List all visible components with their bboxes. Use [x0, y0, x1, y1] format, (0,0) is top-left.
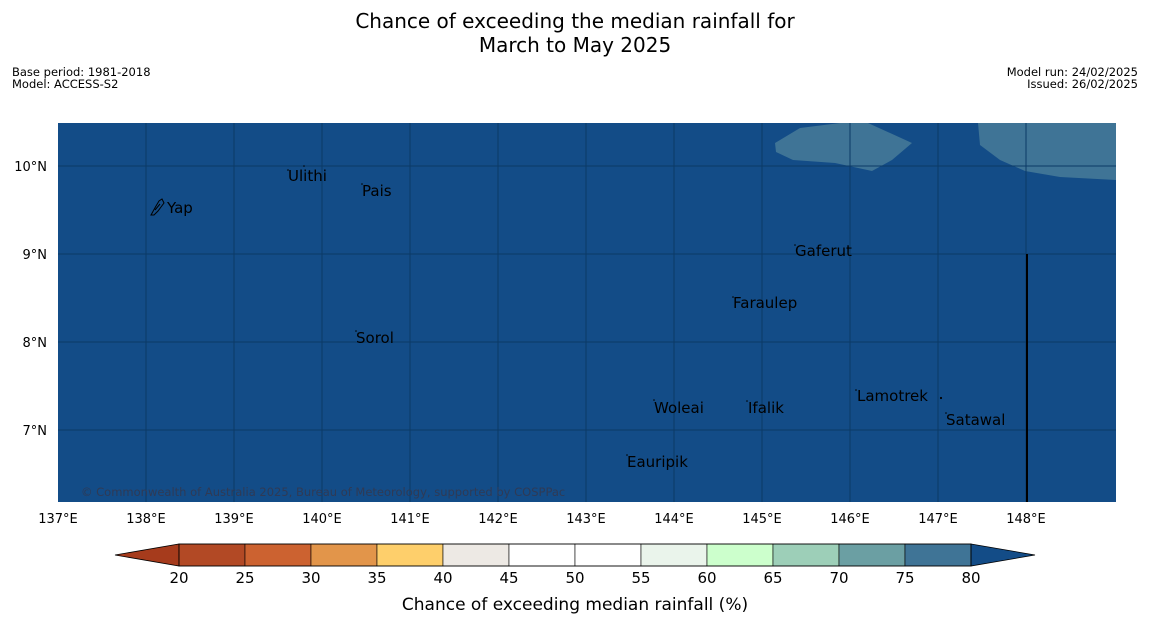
lon-tick-140: 140°E — [302, 512, 342, 527]
forecast-patch-north — [775, 123, 912, 171]
lon-tick-147: 147°E — [918, 512, 958, 527]
yap-island-shape — [150, 198, 165, 216]
place-label-faraulep: Faraulep — [733, 294, 797, 312]
model-text: Model: ACCESS-S2 — [12, 77, 119, 91]
lon-tick-146: 146°E — [830, 512, 870, 527]
issued-text: Issued: 26/02/2025 — [1027, 77, 1138, 91]
title-line-2: March to May 2025 — [478, 33, 672, 57]
map-title: Chance of exceeding the median rainfall … — [0, 9, 1150, 57]
lon-tick-144: 144°E — [654, 512, 694, 527]
title-line-1: Chance of exceeding the median rainfall … — [355, 9, 795, 33]
lat-tick-8: 8°N — [23, 336, 48, 351]
colorbar-segment — [310, 543, 378, 567]
copyright-notice: © Commonwealth of Australia 2025, Bureau… — [81, 485, 565, 499]
colorbar-high-extension — [970, 543, 1036, 567]
colorbar-tick-label: 55 — [631, 569, 650, 587]
colorbar-label: Chance of exceeding median rainfall (%) — [402, 595, 748, 615]
map-panel: Ulithi Pais Yap Gaferut Faraulep Sorol L… — [58, 123, 1116, 502]
lon-tick-145: 145°E — [742, 512, 782, 527]
colorbar-tick-label: 40 — [433, 569, 452, 587]
longitude-tick-labels: 137°E 138°E 139°E 140°E 141°E 142°E 143°… — [38, 512, 1046, 527]
colorbar-tick-label: 50 — [565, 569, 584, 587]
colorbar-segment — [574, 543, 642, 567]
island-markers — [287, 165, 947, 456]
map-background — [58, 123, 1116, 502]
colorbar-tick-label: 75 — [895, 569, 914, 587]
base-period-text: Base period: 1981-2018 — [12, 65, 151, 79]
colorbar-segment — [376, 543, 444, 567]
colorbar-tick-label: 25 — [235, 569, 254, 587]
colorbar-tick-labels: 20 25 30 35 40 45 50 55 60 65 70 75 80 — [169, 569, 980, 587]
colorbar-segments — [178, 543, 972, 567]
place-label-ifalik: Ifalik — [748, 399, 784, 417]
latitude-tick-labels: 10°N 9°N 8°N 7°N — [14, 160, 47, 439]
colorbar-segment — [706, 543, 774, 567]
colorbar-tick-label: 35 — [367, 569, 386, 587]
model-run-text: Model run: 24/02/2025 — [1006, 65, 1138, 79]
colorbar-tick-label: 80 — [961, 569, 980, 587]
place-labels: Ulithi Pais Yap Gaferut Faraulep Sorol L… — [166, 167, 1005, 471]
colorbar-tick-label: 65 — [763, 569, 782, 587]
colorbar: 20 25 30 35 40 45 50 55 60 65 70 75 80 Chance of exc… — [114, 543, 1036, 615]
place-label-pais: Pais — [362, 182, 392, 200]
place-label-eauripik: Eauripik — [627, 453, 688, 471]
place-label-yap: Yap — [166, 199, 193, 217]
lat-tick-9: 9°N — [23, 248, 48, 263]
place-label-satawal: Satawal — [946, 411, 1005, 429]
colorbar-segment — [772, 543, 840, 567]
place-label-sorol: Sorol — [356, 329, 394, 347]
colorbar-segment — [838, 543, 906, 567]
lon-tick-141: 141°E — [390, 512, 430, 527]
colorbar-segment — [178, 543, 246, 567]
meta-right: Model run: 24/02/2025 Issued: 26/02/2025 — [1007, 66, 1138, 90]
colorbar-segment — [442, 543, 510, 567]
colorbar-tick-label: 45 — [499, 569, 518, 587]
colorbar-segment — [244, 543, 312, 567]
colorbar-tick-label: 30 — [301, 569, 320, 587]
lon-tick-139: 139°E — [214, 512, 254, 527]
lon-tick-143: 143°E — [566, 512, 606, 527]
colorbar-outline — [178, 543, 972, 567]
lat-tick-10: 10°N — [14, 160, 47, 175]
place-label-ulithi: Ulithi — [288, 167, 327, 185]
lon-tick-138: 138°E — [126, 512, 166, 527]
colorbar-tick-label: 20 — [169, 569, 188, 587]
colorbar-tick-label: 60 — [697, 569, 716, 587]
colorbar-segment — [508, 543, 576, 567]
place-label-gaferut: Gaferut — [795, 242, 852, 260]
colorbar-segment — [904, 543, 972, 567]
lon-tick-142: 142°E — [478, 512, 518, 527]
colorbar-low-extension — [114, 543, 180, 567]
lat-tick-7: 7°N — [23, 424, 48, 439]
colorbar-segment — [640, 543, 708, 567]
lon-tick-137: 137°E — [38, 512, 78, 527]
meta-left: Base period: 1981-2018 Model: ACCESS-S2 — [12, 66, 151, 90]
place-label-woleai: Woleai — [654, 399, 704, 417]
colorbar-tick-label: 70 — [829, 569, 848, 587]
place-label-lamotrek: Lamotrek — [857, 387, 928, 405]
lon-tick-148: 148°E — [1006, 512, 1046, 527]
